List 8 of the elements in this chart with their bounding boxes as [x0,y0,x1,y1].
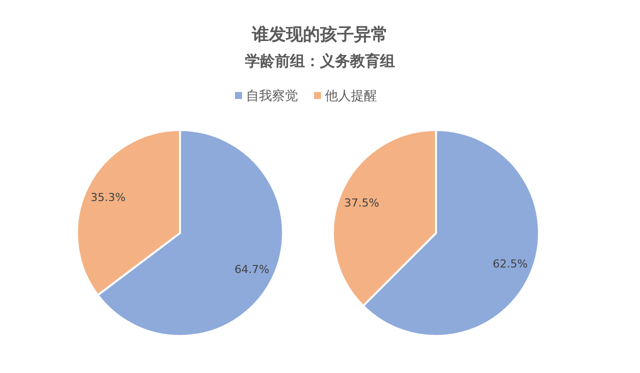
chart-subtitle: 学龄前组：义务教育组 [245,52,395,70]
legend-label: 自我察觉 [246,88,298,104]
data-label: 64.7% [234,262,270,276]
legend-label: 他人提醒 [325,89,377,104]
data-label: 35.3% [90,191,126,204]
chart-title: 谁发现的孩子异常 [251,25,388,45]
data-label: 37.5% [344,196,380,210]
data-label: 62.5% [492,258,528,271]
